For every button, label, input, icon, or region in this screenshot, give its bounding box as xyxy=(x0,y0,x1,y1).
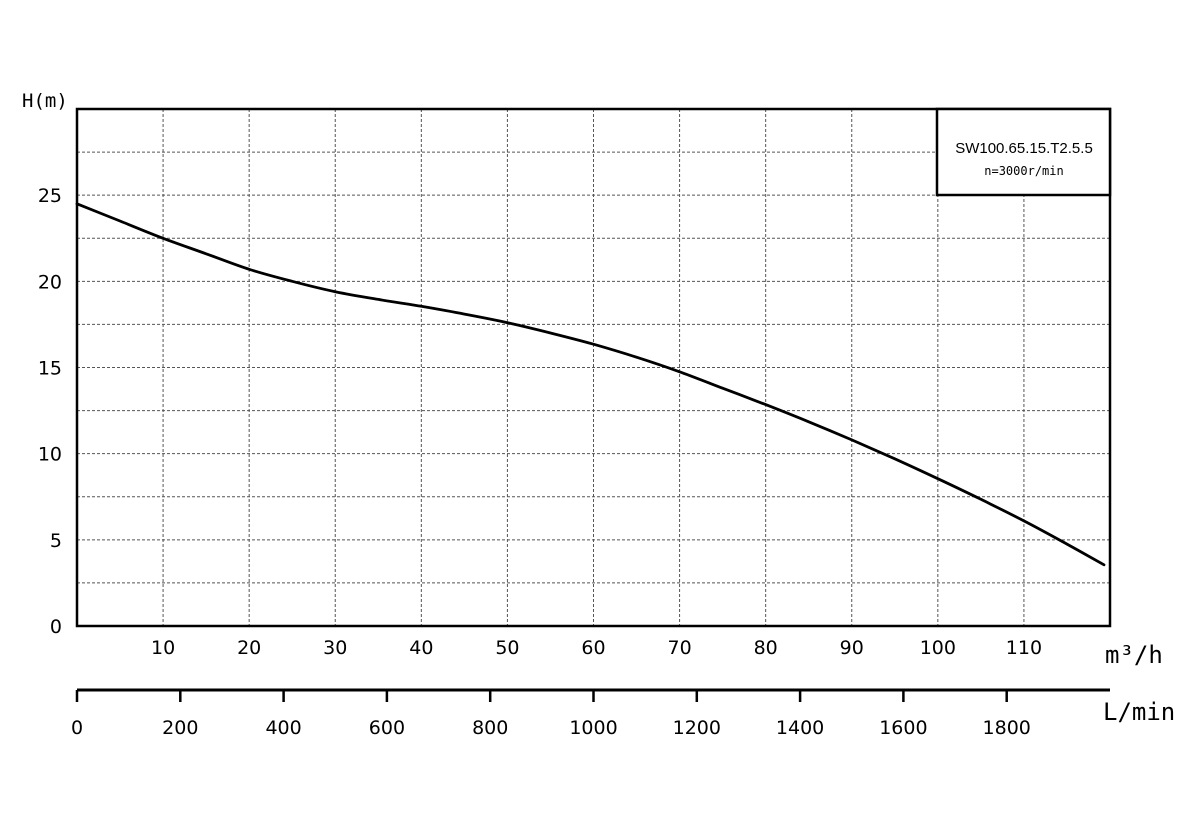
x-tick-label: 60 xyxy=(581,637,605,659)
secondary-tick-label: 1800 xyxy=(983,717,1031,739)
x-tick-label: 90 xyxy=(840,637,864,659)
x-tick-labels: 10 20 30 40 50 60 70 80 90 100 110 xyxy=(151,637,1042,659)
legend-speed: n=3000r/min xyxy=(984,164,1063,178)
x-tick-label: 80 xyxy=(754,637,778,659)
head-flow-curve xyxy=(75,202,1106,567)
y-tick-label: 15 xyxy=(38,358,62,380)
legend-frame xyxy=(935,107,1112,197)
y-tick-label: 25 xyxy=(38,185,62,207)
secondary-tick-label: 200 xyxy=(162,717,198,739)
legend-box: SW100.65.15.T2.5.5 n=3000r/min xyxy=(935,107,1112,197)
secondary-tick-label: 600 xyxy=(369,717,405,739)
x-axis-unit-label: m³/h xyxy=(1105,641,1163,669)
grid-lines xyxy=(77,109,1110,626)
x-tick-label: 70 xyxy=(667,637,691,659)
plot-frame xyxy=(75,107,1112,628)
x-tick-label: 100 xyxy=(920,637,956,659)
secondary-tick-label: 0 xyxy=(71,717,83,739)
x-tick-label: 30 xyxy=(323,637,347,659)
y-tick-label: 5 xyxy=(50,530,62,552)
secondary-tick-label: 800 xyxy=(472,717,508,739)
x-tick-label: 50 xyxy=(495,637,519,659)
secondary-tick-label: 1000 xyxy=(569,717,617,739)
x-tick-label: 20 xyxy=(237,637,261,659)
x-tick-label: 110 xyxy=(1006,637,1042,659)
secondary-axis: 0 200 400 600 800 1000 1200 1400 1600 1800 xyxy=(71,688,1110,739)
secondary-x-axis-unit-label: L/min xyxy=(1103,698,1175,726)
secondary-tick-label: 1200 xyxy=(673,717,721,739)
x-tick-label: 40 xyxy=(409,637,433,659)
y-tick-label: 20 xyxy=(38,271,62,293)
y-tick-label: 10 xyxy=(38,444,62,466)
y-axis-label: H(m) xyxy=(22,90,68,112)
y-tick-label: 0 xyxy=(50,616,62,638)
secondary-tick-label: 1400 xyxy=(776,717,824,739)
secondary-tick-label: 1600 xyxy=(879,717,927,739)
legend-model: SW100.65.15.T2.5.5 xyxy=(955,140,1093,157)
curve-layer xyxy=(75,202,1106,567)
y-tick-labels: 0 5 10 15 20 25 xyxy=(38,185,62,638)
x-tick-label: 10 xyxy=(151,637,175,659)
secondary-tick-label: 400 xyxy=(265,717,301,739)
